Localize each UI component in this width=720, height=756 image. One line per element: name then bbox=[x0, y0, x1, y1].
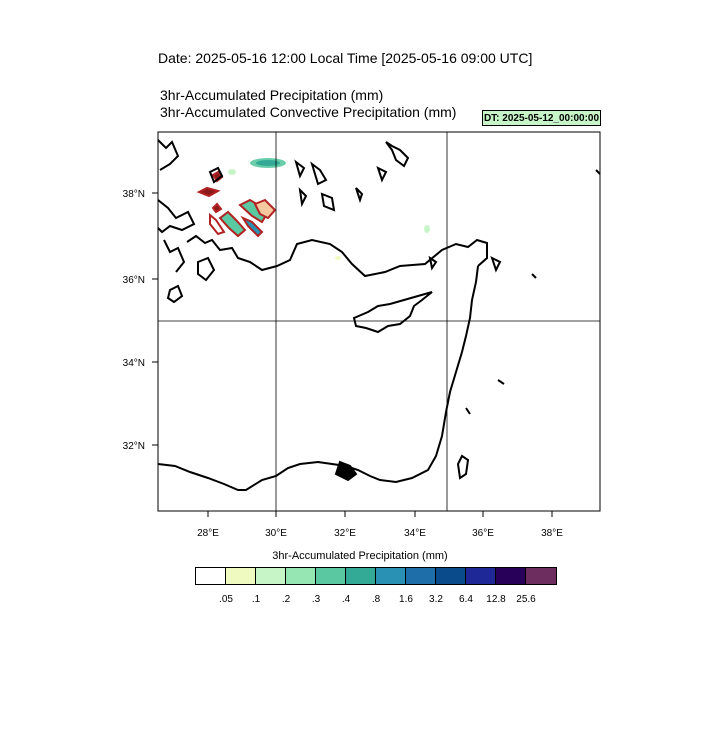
convective-contours bbox=[196, 170, 277, 238]
map-frame bbox=[157, 131, 601, 512]
legend-tick-label: .1 bbox=[251, 594, 261, 605]
legend-swatch bbox=[526, 568, 556, 584]
legend-title: 3hr-Accumulated Precipitation (mm) bbox=[272, 550, 448, 562]
lat-label-36: 36°N bbox=[123, 275, 145, 286]
lat-ticks bbox=[152, 192, 158, 446]
legend-tick-label: .4 bbox=[341, 594, 351, 605]
color-legend-bar bbox=[195, 567, 557, 585]
lon-label-36: 36°E bbox=[472, 528, 494, 539]
legend-swatch bbox=[196, 568, 226, 584]
lon-label-34: 34°E bbox=[404, 528, 426, 539]
lon-ticks bbox=[207, 511, 553, 517]
legend-tick-label: .3 bbox=[311, 594, 321, 605]
lat-label-32: 32°N bbox=[123, 441, 145, 452]
legend-tick-label: 6.4 bbox=[459, 594, 473, 605]
legend-tick-label: 25.6 bbox=[516, 594, 536, 605]
legend-tick-label: 3.2 bbox=[429, 594, 443, 605]
legend-swatch bbox=[346, 568, 376, 584]
dt-badge: DT: 2025-05-12_00:00:00 bbox=[482, 110, 601, 126]
legend-tick-label: .8 bbox=[371, 594, 381, 605]
legend-tick-label: .05 bbox=[219, 594, 233, 605]
legend-tick-label: 12.8 bbox=[486, 594, 506, 605]
convective-precipitation-title: 3hr-Accumulated Convective Precipitation… bbox=[160, 104, 457, 120]
lat-label-38: 38°N bbox=[123, 189, 145, 200]
coastlines bbox=[157, 139, 601, 491]
date-title: Date: 2025-05-16 12:00 Local Time [2025-… bbox=[158, 50, 533, 66]
lat-label-34: 34°N bbox=[123, 358, 145, 369]
legend-swatch bbox=[466, 568, 496, 584]
legend-swatch bbox=[496, 568, 526, 584]
legend-swatch bbox=[316, 568, 346, 584]
lon-label-28: 28°E bbox=[197, 528, 219, 539]
legend-swatch bbox=[256, 568, 286, 584]
legend-swatch bbox=[286, 568, 316, 584]
legend-swatch bbox=[376, 568, 406, 584]
legend-swatch bbox=[436, 568, 466, 584]
legend-swatch bbox=[226, 568, 256, 584]
lon-label-30: 30°E bbox=[265, 528, 287, 539]
lon-label-32: 32°E bbox=[334, 528, 356, 539]
graticule bbox=[158, 132, 600, 511]
precipitation-field bbox=[228, 158, 430, 260]
legend-tick-label: 1.6 bbox=[399, 594, 413, 605]
legend-swatch bbox=[406, 568, 436, 584]
precipitation-title: 3hr-Accumulated Precipitation (mm) bbox=[160, 87, 384, 103]
legend-tick-label: .2 bbox=[281, 594, 291, 605]
lon-label-38: 38°E bbox=[541, 528, 563, 539]
